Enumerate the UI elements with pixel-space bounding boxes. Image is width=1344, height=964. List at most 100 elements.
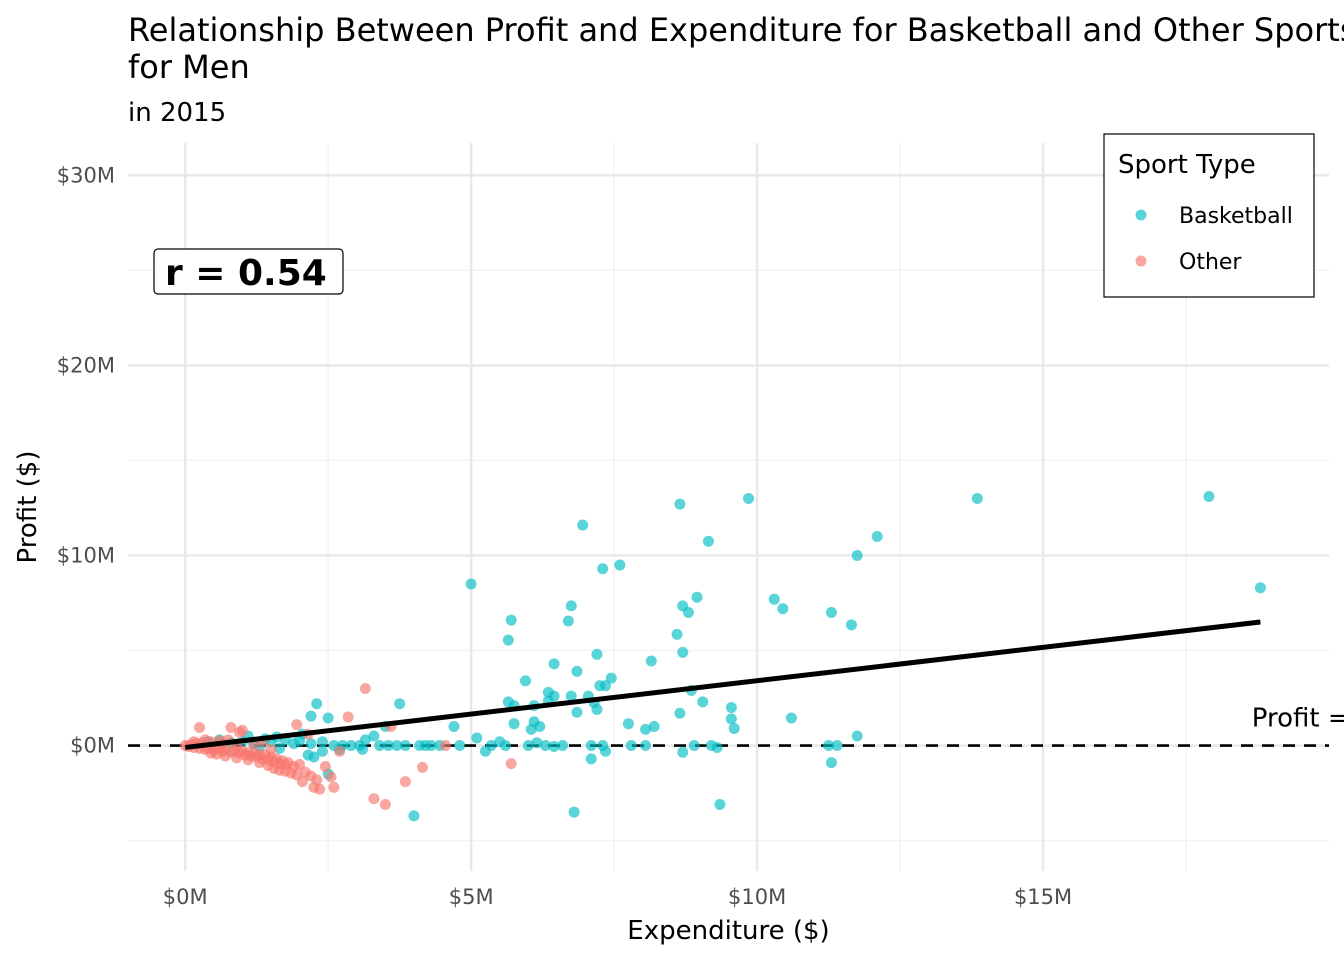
point-basketball [356,743,368,755]
point-basketball [728,722,740,734]
point-basketball [531,737,543,749]
point-basketball [711,741,723,753]
point-basketball [591,648,603,660]
point-basketball [971,492,983,504]
point-basketball [294,735,306,747]
point-basketball [522,740,534,752]
point-basketball [851,730,863,742]
point-other [242,754,254,766]
point-basketball [645,655,657,667]
point-basketball [825,606,837,618]
point-other [359,683,371,695]
point-basketball [465,578,477,590]
point-other [211,748,223,760]
point-basketball [600,745,612,757]
point-basketball [394,698,406,710]
correlation-box [153,248,344,295]
point-other [236,724,248,736]
point-other [328,781,340,793]
point-basketball [688,740,700,752]
point-basketball [562,615,574,627]
points-layer [179,491,1266,822]
point-other [231,752,243,764]
chart-title-line-2: for Men [128,48,250,86]
legend-swatch-other [1135,255,1147,267]
legend-label-other: Other [1179,250,1242,275]
point-basketball [305,738,317,750]
point-basketball [408,810,420,822]
point-basketball [322,712,334,724]
point-other [342,711,354,723]
point-basketball [316,745,328,757]
point-basketball [614,559,626,571]
point-basketball [697,696,709,708]
point-other [285,767,297,779]
point-basketball [585,740,597,752]
point-basketball [674,707,686,719]
point-basketball [600,680,612,692]
point-basketball [640,723,652,735]
point-basketball [691,591,703,603]
x-tick-label: $5M [449,885,494,909]
point-other [505,758,517,770]
point-basketball [399,740,411,752]
point-basketball [1203,491,1215,503]
point-basketball [391,740,403,752]
point-basketball [743,492,755,504]
point-basketball [677,646,689,658]
point-other [219,750,231,762]
point-basketball [871,530,883,542]
point-other [334,745,346,757]
point-basketball [425,740,437,752]
point-basketball [548,658,560,670]
point-basketball [725,702,737,714]
point-basketball [585,753,597,765]
point-basketball [368,730,380,742]
point-basketball [682,606,694,618]
point-basketball [622,718,634,730]
point-basketball [625,740,637,752]
zero-line-label: Profit = 0 [1252,704,1344,734]
x-axis-label: Expenditure ($) [627,916,829,946]
chart-subtitle: in 2015 [128,98,226,128]
correlation-label: r = 0.54 [165,253,327,294]
point-basketball [768,593,780,605]
point-basketball [825,757,837,769]
legend-swatch-basketball [1135,209,1147,221]
point-other [325,771,337,783]
point-basketball [305,710,317,722]
point-other [265,743,277,755]
point-other [254,757,266,769]
point-basketball [823,740,835,752]
tick-label-layer: $0M $5M $10M $15M $0M $10M $20M $30M [57,163,1072,909]
point-basketball [777,603,789,615]
chart-title-line-1: Relationship Between Profit and Expendit… [128,11,1344,49]
point-basketball [311,698,323,710]
point-other [291,719,303,731]
grid-layer [128,143,1329,871]
point-basketball [568,806,580,818]
y-tick-label: $0M [70,734,115,758]
point-basketball [725,713,737,725]
point-basketball [557,740,569,752]
point-basketball [499,740,511,752]
point-basketball [539,740,551,752]
point-basketball [591,703,603,715]
point-basketball [345,740,357,752]
x-tick-label: $15M [1014,885,1072,909]
y-axis-label: Profit ($) [13,451,43,564]
point-basketball [571,665,583,677]
zero-line-layer: Profit = 0 [128,704,1344,747]
point-basketball [316,736,328,748]
point-basketball [359,734,371,746]
point-basketball [382,740,394,752]
correlation-annotation: r = 0.54 [153,248,344,295]
legend-entries: Basketball Other [1135,204,1293,275]
point-basketball [648,721,660,733]
point-basketball [640,740,652,752]
point-basketball [274,742,286,754]
point-basketball [565,600,577,612]
point-basketball [1254,582,1266,594]
